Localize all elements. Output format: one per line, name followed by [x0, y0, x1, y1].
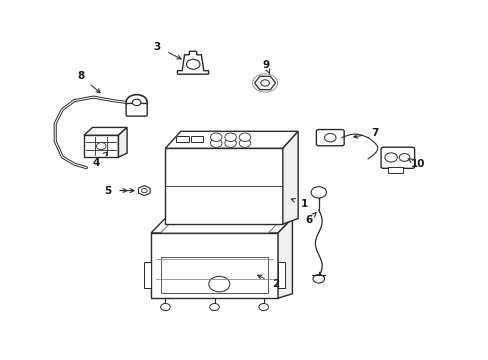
- FancyBboxPatch shape: [316, 130, 344, 146]
- Text: 8: 8: [77, 71, 100, 93]
- Polygon shape: [160, 222, 278, 233]
- Polygon shape: [118, 127, 127, 157]
- Polygon shape: [177, 51, 208, 74]
- Text: 5: 5: [104, 186, 127, 195]
- Circle shape: [239, 133, 250, 141]
- Circle shape: [224, 133, 236, 141]
- Bar: [151, 233, 278, 298]
- Text: 2: 2: [257, 275, 279, 289]
- Circle shape: [132, 99, 141, 105]
- Circle shape: [324, 134, 335, 142]
- Circle shape: [96, 143, 106, 150]
- FancyBboxPatch shape: [190, 136, 203, 142]
- Polygon shape: [278, 218, 292, 298]
- Circle shape: [384, 153, 397, 162]
- Circle shape: [210, 133, 222, 141]
- Text: 1: 1: [291, 199, 307, 209]
- FancyBboxPatch shape: [387, 167, 402, 173]
- Polygon shape: [151, 218, 292, 233]
- Bar: [160, 257, 268, 293]
- Text: 4: 4: [92, 152, 107, 168]
- Polygon shape: [165, 131, 298, 148]
- Text: 6: 6: [305, 213, 315, 225]
- Text: 10: 10: [407, 159, 425, 169]
- Polygon shape: [84, 127, 127, 135]
- Polygon shape: [143, 262, 151, 288]
- Polygon shape: [282, 131, 298, 224]
- Circle shape: [208, 276, 229, 292]
- Bar: [165, 148, 282, 224]
- Polygon shape: [278, 262, 285, 288]
- Circle shape: [239, 139, 250, 147]
- Text: 3: 3: [153, 42, 181, 59]
- Text: 7: 7: [353, 128, 378, 138]
- Bar: [84, 135, 118, 157]
- Circle shape: [258, 303, 268, 311]
- FancyBboxPatch shape: [176, 136, 188, 142]
- Circle shape: [224, 139, 236, 147]
- FancyBboxPatch shape: [380, 147, 414, 168]
- Circle shape: [310, 187, 326, 198]
- FancyBboxPatch shape: [126, 103, 147, 116]
- Circle shape: [160, 303, 170, 311]
- Circle shape: [210, 139, 222, 147]
- Circle shape: [186, 59, 200, 69]
- Circle shape: [399, 153, 409, 161]
- Circle shape: [141, 189, 147, 193]
- Text: 9: 9: [262, 60, 269, 73]
- Circle shape: [209, 303, 219, 311]
- Circle shape: [260, 80, 269, 86]
- Circle shape: [312, 275, 324, 283]
- Circle shape: [126, 95, 147, 110]
